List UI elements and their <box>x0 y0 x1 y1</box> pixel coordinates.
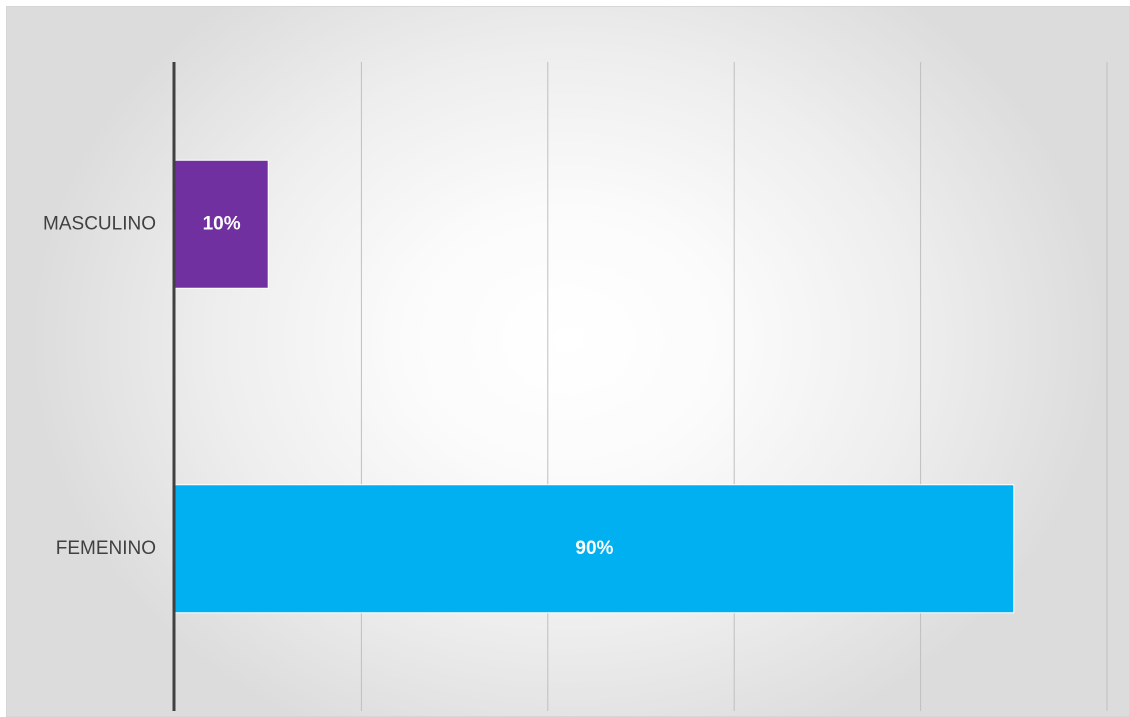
data-label: 10% <box>203 213 241 234</box>
category-label: FEMENINO <box>56 538 156 559</box>
data-label: 90% <box>575 538 613 559</box>
category-label: MASCULINO <box>43 213 156 234</box>
bar-femenino <box>174 484 1015 614</box>
